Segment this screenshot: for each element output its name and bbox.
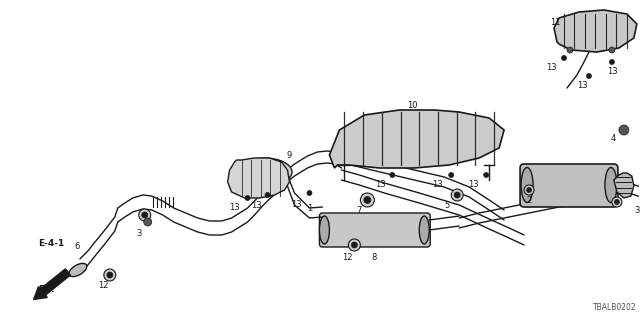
Circle shape (144, 218, 152, 226)
Text: 13: 13 (229, 203, 239, 212)
FancyBboxPatch shape (520, 164, 618, 207)
Text: 13: 13 (468, 180, 479, 188)
Circle shape (484, 172, 488, 178)
Circle shape (390, 172, 395, 178)
FancyArrow shape (33, 269, 70, 300)
Text: 7: 7 (356, 205, 362, 214)
Text: E-4-1: E-4-1 (38, 238, 64, 247)
Circle shape (360, 193, 374, 207)
Circle shape (104, 269, 116, 281)
Circle shape (449, 172, 454, 178)
Text: 13: 13 (577, 81, 588, 90)
FancyBboxPatch shape (319, 213, 430, 247)
Ellipse shape (419, 216, 429, 244)
Text: 5: 5 (444, 201, 449, 210)
Text: 8: 8 (372, 252, 377, 261)
Circle shape (609, 47, 615, 53)
Circle shape (586, 74, 591, 78)
Text: 13: 13 (607, 67, 618, 76)
Circle shape (348, 239, 360, 251)
Circle shape (307, 190, 312, 196)
Ellipse shape (521, 167, 533, 203)
Text: TBALB0202: TBALB0202 (593, 303, 637, 312)
Text: 13: 13 (433, 180, 444, 188)
Polygon shape (554, 10, 637, 52)
Circle shape (612, 197, 622, 207)
Ellipse shape (69, 263, 87, 276)
Text: 2: 2 (527, 196, 532, 204)
Ellipse shape (605, 167, 617, 203)
Text: 10: 10 (407, 100, 417, 109)
Text: 6: 6 (74, 242, 80, 251)
Circle shape (364, 196, 371, 204)
Circle shape (351, 242, 357, 248)
Text: 4: 4 (611, 133, 616, 142)
Circle shape (609, 60, 614, 65)
Circle shape (139, 209, 151, 221)
Polygon shape (614, 173, 634, 198)
Circle shape (265, 193, 270, 197)
Circle shape (141, 212, 148, 218)
Text: 13: 13 (547, 62, 557, 71)
Circle shape (614, 199, 620, 204)
Polygon shape (228, 158, 289, 198)
Text: 3: 3 (136, 228, 141, 237)
Polygon shape (330, 110, 504, 168)
Text: 3: 3 (634, 205, 639, 214)
Text: 9: 9 (287, 150, 292, 159)
Circle shape (524, 185, 534, 195)
Text: 11: 11 (550, 18, 560, 27)
Ellipse shape (319, 216, 330, 244)
Circle shape (454, 192, 460, 198)
Text: 13: 13 (251, 201, 262, 210)
Text: 12: 12 (342, 253, 353, 262)
Ellipse shape (237, 158, 292, 186)
Circle shape (619, 125, 629, 135)
Circle shape (107, 272, 113, 278)
Circle shape (567, 47, 573, 53)
Circle shape (561, 55, 566, 60)
Circle shape (451, 189, 463, 201)
Text: 12: 12 (99, 282, 109, 291)
Text: 1: 1 (307, 204, 312, 212)
Text: 13: 13 (291, 199, 301, 209)
Circle shape (245, 196, 250, 201)
Text: FR.: FR. (38, 285, 54, 294)
Text: 13: 13 (374, 180, 385, 188)
Circle shape (527, 188, 532, 193)
